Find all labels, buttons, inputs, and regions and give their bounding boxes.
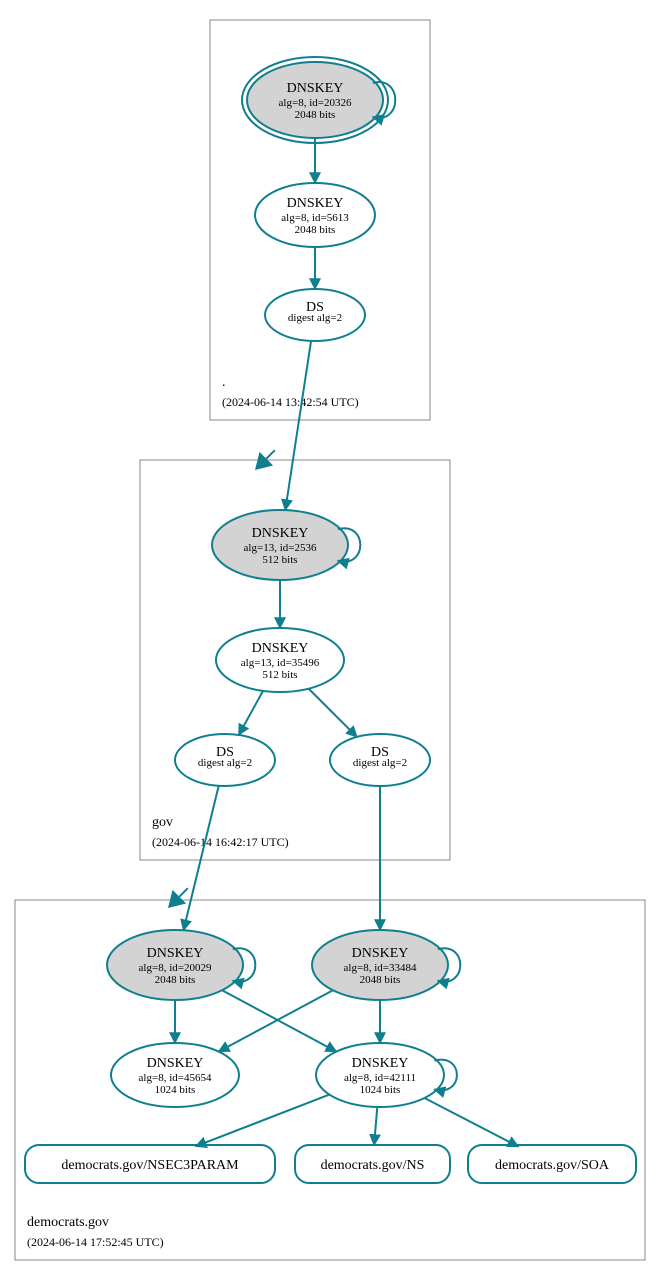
rrset-soa-label: democrats.gov/SOA: [495, 1158, 610, 1173]
gov-zsk-line1: 512 bits: [262, 669, 297, 681]
zone-label-gov: gov: [152, 815, 173, 830]
dem-ksk1-title: DNSKEY: [147, 946, 204, 961]
dem-zsk1-title: DNSKEY: [147, 1056, 204, 1071]
dem-ksk2-line1: 2048 bits: [360, 974, 401, 986]
zone-timestamp-democrats: (2024-06-14 17:52:45 UTC): [27, 1235, 164, 1249]
zone-label-root: .: [222, 375, 226, 390]
gov-ksk-line0: alg=13, id=2536: [244, 542, 317, 554]
zone-label-democrats: democrats.gov: [27, 1215, 109, 1230]
edge-dem-zsk2-soa: [424, 1098, 518, 1147]
rrset-ns-label: democrats.gov/NS: [321, 1158, 425, 1173]
zone-timestamp-root: (2024-06-14 13:42:54 UTC): [222, 395, 359, 409]
root-ksk-line1: 2048 bits: [295, 109, 336, 121]
edge-dem-zsk2-ns: [374, 1107, 377, 1145]
dem-zsk2-line0: alg=8, id=42111: [344, 1072, 416, 1084]
zone-arrow-tail-1: [179, 888, 187, 896]
dnssec-chain-diagram: . (2024-06-14 13:42:54 UTC) gov (2024-06-14…: [0, 0, 663, 1278]
edge-gov-zsk-gov-ds2: [309, 689, 357, 737]
dem-zsk1-line0: alg=8, id=45654: [139, 1072, 212, 1084]
dem-ksk2-line0: alg=8, id=33484: [344, 962, 417, 974]
gov-zsk-line0: alg=13, id=35496: [241, 657, 320, 669]
edge-gov-ds1-dem-ksk1: [183, 786, 218, 930]
root-ds-line0: digest alg=2: [288, 312, 342, 324]
rrset-nsec3-label: democrats.gov/NSEC3PARAM: [61, 1158, 239, 1173]
root-zsk-line1: 2048 bits: [295, 224, 336, 236]
zone-arrow-tail-0: [266, 450, 274, 458]
gov-zsk-title: DNSKEY: [252, 641, 309, 656]
gov-ksk-title: DNSKEY: [252, 526, 309, 541]
dem-zsk2-line1: 1024 bits: [360, 1084, 401, 1096]
dem-zsk1-line1: 1024 bits: [155, 1084, 196, 1096]
dem-zsk2-title: DNSKEY: [352, 1056, 409, 1071]
dem-ksk1-line1: 2048 bits: [155, 974, 196, 986]
gov-ksk-line1: 512 bits: [262, 554, 297, 566]
zone-timestamp-gov: (2024-06-14 16:42:17 UTC): [152, 835, 289, 849]
gov-ds1-line0: digest alg=2: [198, 757, 252, 769]
dem-ksk2-title: DNSKEY: [352, 946, 409, 961]
edge-dem-ksk2-dem-zsk1: [219, 990, 333, 1051]
root-ksk-line0: alg=8, id=20326: [279, 97, 352, 109]
root-zsk-title: DNSKEY: [287, 196, 344, 211]
dem-ksk1-line0: alg=8, id=20029: [139, 962, 212, 974]
edge-root-ds-gov-ksk: [285, 341, 311, 510]
gov-ds2-line0: digest alg=2: [353, 757, 407, 769]
edge-dem-ksk1-dem-zsk2: [222, 990, 336, 1051]
root-zsk-line0: alg=8, id=5613: [281, 212, 349, 224]
edge-gov-zsk-gov-ds1: [239, 691, 263, 735]
edge-dem-zsk2-nsec3: [196, 1095, 330, 1147]
root-ksk-title: DNSKEY: [287, 81, 344, 96]
